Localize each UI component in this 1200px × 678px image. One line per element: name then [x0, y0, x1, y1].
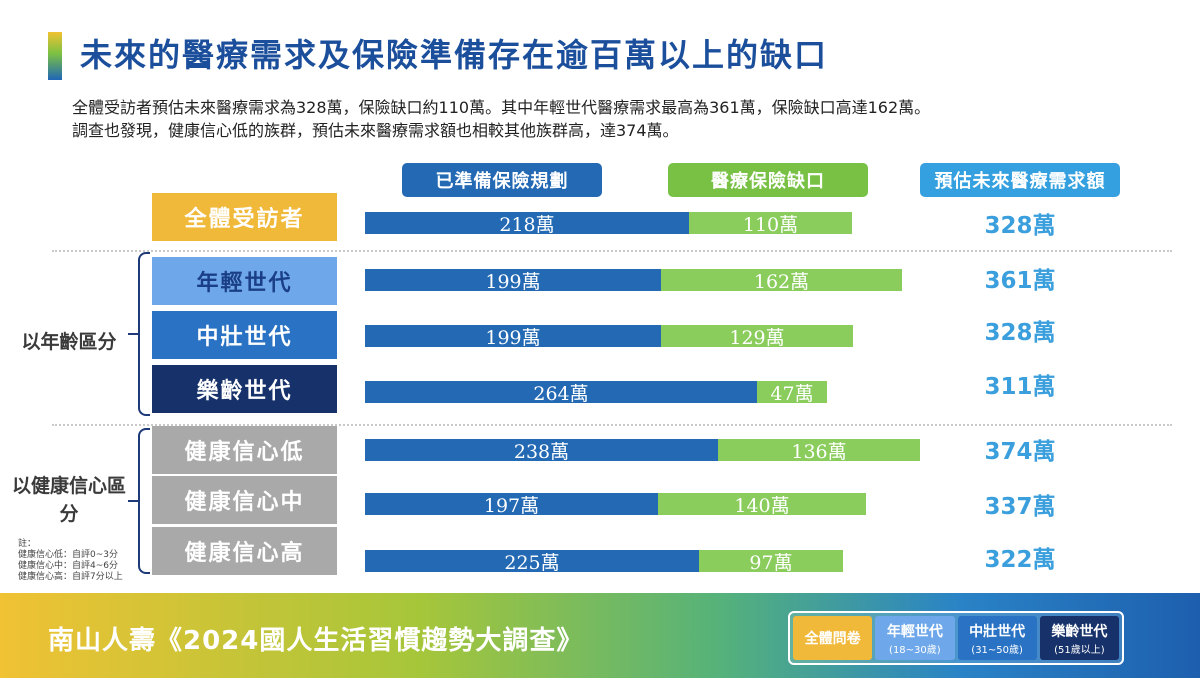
legend-sub: (18~30歲) [889, 644, 941, 656]
legend-item-senior: 樂齡世代 (51歲以上) [1039, 616, 1119, 660]
legend-label: 年輕世代 [886, 623, 943, 640]
header-prepared: 已準備保險規劃 [402, 163, 602, 197]
page-title: 未來的醫療需求及保險準備存在逾百萬以上的缺口 [80, 36, 829, 74]
legend: 全體問卷 年輕世代 (18~30歲) 中壯世代 (31~50歲) 樂齡世代 (5… [788, 611, 1124, 665]
legend-sub: (31~50歲) [971, 644, 1023, 656]
footnote-line: 健康信心高：自評7分以上 [18, 572, 123, 582]
category-label-all: 全體受訪者 [152, 193, 337, 241]
bar-prepared-young: 199萬 [365, 269, 661, 293]
category-label-health-high: 健康信心高 [152, 527, 337, 575]
group-label-age: 以年齡區分 [21, 331, 117, 353]
need-total-health-high: 322萬 [984, 547, 1056, 573]
bar-prepared-middle: 199萬 [365, 325, 661, 349]
need-total-middle: 328萬 [984, 320, 1056, 346]
bar-prepared-health-high: 225萬 [365, 550, 699, 574]
bar-gap-health-mid: 140萬 [658, 493, 866, 517]
description-line: 全體受訪者預估未來醫療需求為328萬，保險缺口約110萬。其中年輕世代醫療需求最… [72, 98, 931, 117]
health-group-brace-tick [128, 500, 138, 502]
bar-prepared-senior: 264萬 [365, 381, 757, 405]
category-label-health-mid: 健康信心中 [152, 476, 337, 524]
category-label-young: 年輕世代 [152, 257, 337, 305]
footnote: 註： 健康信心低：自評0~3分 健康信心中：自評4~6分 健康信心高：自評7分以… [18, 539, 123, 583]
footnote-line: 健康信心中：自評4~6分 [18, 561, 118, 571]
header-gap: 醫療保險缺口 [668, 163, 868, 197]
need-total-all: 328萬 [984, 213, 1056, 239]
age-group-brace [138, 252, 150, 416]
header-need: 預估未來醫療需求額 [920, 163, 1120, 197]
bar-prepared-health-low: 238萬 [365, 439, 718, 463]
need-total-health-low: 374萬 [984, 439, 1056, 465]
separator [52, 250, 1172, 252]
bar-prepared-all: 218萬 [365, 212, 689, 236]
footnote-title: 註： [18, 539, 37, 549]
bar-gap-senior: 47萬 [757, 381, 827, 405]
legend-item-middle: 中壯世代 (31~50歲) [957, 616, 1037, 660]
group-label-health: 以健康信心區分 [12, 475, 127, 525]
description-line: 調查也發現，健康信心低的族群，預估未來醫療需求額也相較其他族群高，達374萬。 [72, 121, 679, 140]
need-total-young: 361萬 [984, 268, 1056, 294]
footnote-line: 健康信心低：自評0~3分 [18, 550, 118, 560]
health-group-brace [138, 428, 150, 574]
legend-label: 樂齡世代 [1051, 623, 1108, 640]
legend-item-young: 年輕世代 (18~30歲) [875, 616, 955, 660]
need-total-senior: 311萬 [984, 374, 1056, 400]
legend-label: 全體問卷 [804, 631, 861, 647]
category-label-senior: 樂齡世代 [152, 365, 337, 413]
age-group-brace-tick [128, 333, 138, 335]
separator [52, 424, 1172, 426]
footer-title: 南山人壽《2024國人生活習慣趨勢大調查》 [48, 626, 584, 656]
bar-gap-all: 110萬 [689, 212, 852, 236]
bar-gap-health-high: 97萬 [699, 550, 843, 574]
description: 全體受訪者預估未來醫療需求為328萬，保險缺口約110萬。其中年輕世代醫療需求最… [72, 96, 1162, 142]
title-accent-bar [48, 32, 62, 80]
bar-gap-middle: 129萬 [661, 325, 853, 349]
legend-label: 中壯世代 [969, 623, 1026, 640]
footer-banner: 南山人壽《2024國人生活習慣趨勢大調查》 全體問卷 年輕世代 (18~30歲)… [0, 593, 1200, 678]
bar-prepared-health-mid: 197萬 [365, 493, 658, 517]
legend-item-all: 全體問卷 [793, 616, 873, 660]
category-label-health-low: 健康信心低 [152, 426, 337, 474]
category-label-middle: 中壯世代 [152, 311, 337, 359]
bar-gap-health-low: 136萬 [718, 439, 920, 463]
legend-sub: (51歲以上) [1054, 644, 1105, 656]
bar-gap-young: 162萬 [661, 269, 902, 293]
need-total-health-mid: 337萬 [984, 494, 1056, 520]
